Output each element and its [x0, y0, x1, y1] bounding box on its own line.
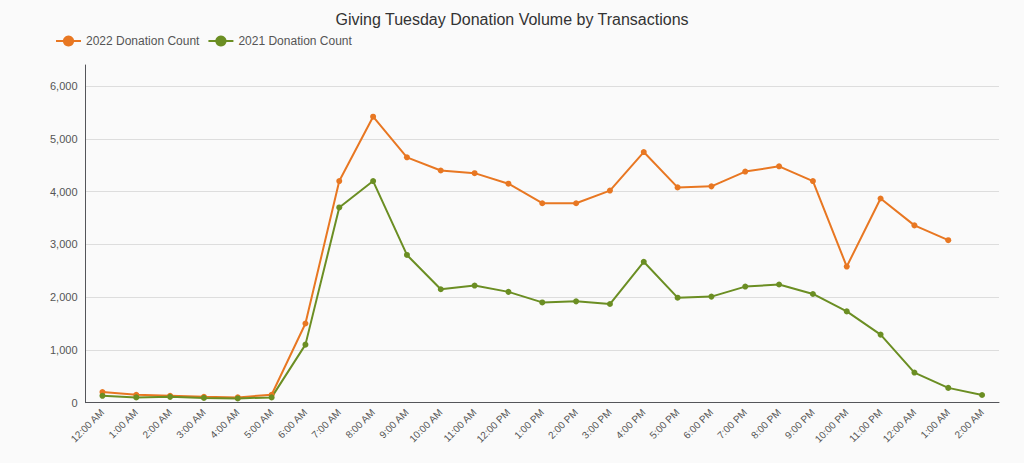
svg-text:2:00 AM: 2:00 AM [952, 407, 986, 441]
svg-text:11:00 AM: 11:00 AM [441, 407, 478, 444]
svg-text:6,000: 6,000 [50, 80, 78, 92]
svg-text:3,000: 3,000 [50, 238, 78, 250]
svg-text:2022 Donation Count: 2022 Donation Count [86, 34, 200, 48]
svg-text:11:00 PM: 11:00 PM [847, 407, 884, 444]
svg-text:1:00 PM: 1:00 PM [512, 407, 546, 441]
svg-text:8:00 AM: 8:00 AM [343, 407, 377, 441]
svg-text:0: 0 [71, 397, 77, 409]
svg-text:Giving Tuesday Donation Volume: Giving Tuesday Donation Volume by Transa… [335, 11, 688, 28]
svg-text:2:00 AM: 2:00 AM [140, 407, 174, 441]
svg-text:10:00 PM: 10:00 PM [813, 407, 851, 445]
svg-text:6:00 PM: 6:00 PM [681, 407, 715, 441]
svg-text:10:00 AM: 10:00 AM [407, 407, 445, 445]
svg-text:7:00 AM: 7:00 AM [309, 407, 343, 441]
svg-text:8:00 PM: 8:00 PM [749, 407, 783, 441]
svg-text:12:00 AM: 12:00 AM [881, 407, 919, 445]
svg-text:6:00 AM: 6:00 AM [276, 407, 310, 441]
svg-text:4:00 PM: 4:00 PM [614, 407, 648, 441]
svg-text:2,000: 2,000 [50, 291, 78, 303]
svg-text:4,000: 4,000 [50, 186, 78, 198]
svg-text:2021 Donation Count: 2021 Donation Count [238, 34, 352, 48]
svg-text:1:00 AM: 1:00 AM [918, 407, 952, 441]
svg-text:5:00 PM: 5:00 PM [647, 407, 681, 441]
svg-text:12:00 AM: 12:00 AM [69, 407, 107, 445]
svg-text:9:00 AM: 9:00 AM [377, 407, 411, 441]
svg-text:5,000: 5,000 [50, 133, 78, 145]
svg-text:1:00 AM: 1:00 AM [106, 407, 140, 441]
svg-text:7:00 PM: 7:00 PM [715, 407, 749, 441]
svg-text:3:00 PM: 3:00 PM [580, 407, 614, 441]
svg-text:2:00 PM: 2:00 PM [546, 407, 580, 441]
svg-text:9:00 PM: 9:00 PM [783, 407, 817, 441]
svg-text:1,000: 1,000 [50, 344, 78, 356]
svg-text:3:00 AM: 3:00 AM [174, 407, 208, 441]
svg-text:12:00 PM: 12:00 PM [474, 407, 512, 445]
svg-text:4:00 AM: 4:00 AM [208, 407, 242, 441]
svg-text:5:00 AM: 5:00 AM [242, 407, 276, 441]
